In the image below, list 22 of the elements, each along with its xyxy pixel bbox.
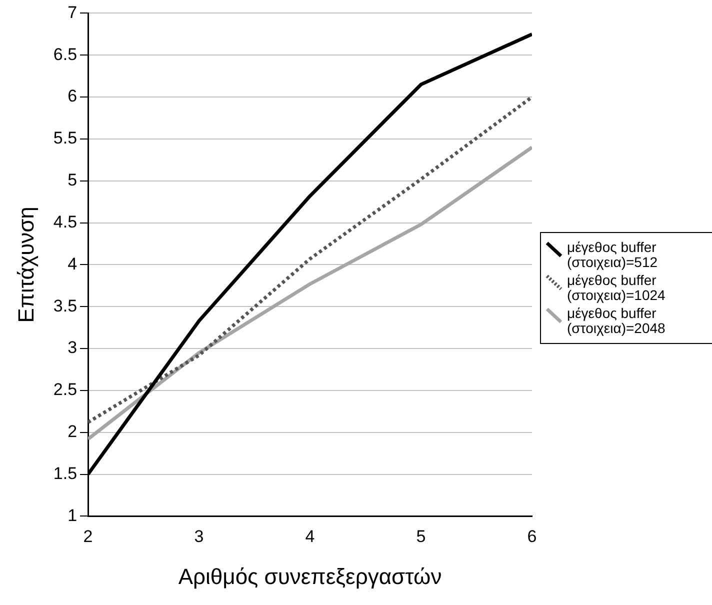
y-tick-label: 4: [68, 254, 78, 274]
y-tick-label: 1.5: [53, 464, 78, 483]
x-tick-label: 4: [305, 527, 315, 546]
legend-label: μέγεθος buffer (στοιχεια)=2048: [567, 305, 666, 336]
y-tick-label: 6.5: [53, 44, 78, 64]
y-tick-label: 2.5: [53, 380, 78, 400]
x-tick-label: 3: [194, 527, 204, 546]
y-tick-label: 1: [68, 506, 78, 525]
x-tick-label: 2: [83, 527, 93, 546]
y-tick-label: 2: [68, 422, 78, 442]
y-tick-label: 4.5: [53, 212, 78, 232]
y-tick-label: 5.5: [53, 128, 78, 148]
y-tick-label: 5: [68, 170, 78, 190]
x-axis-title: Αριθμός συνεπεξεργαστών: [178, 564, 442, 589]
x-tick-label: 5: [416, 527, 426, 546]
y-tick-label: 7: [68, 2, 78, 22]
y-axis-title: Επιτάχυνση: [13, 206, 38, 323]
y-tick-label: 6: [68, 86, 78, 106]
y-tick-label: 3: [68, 338, 78, 358]
y-tick-label: 3.5: [53, 296, 78, 316]
line-series: [88, 95, 532, 424]
x-tick-label: 6: [527, 527, 537, 546]
